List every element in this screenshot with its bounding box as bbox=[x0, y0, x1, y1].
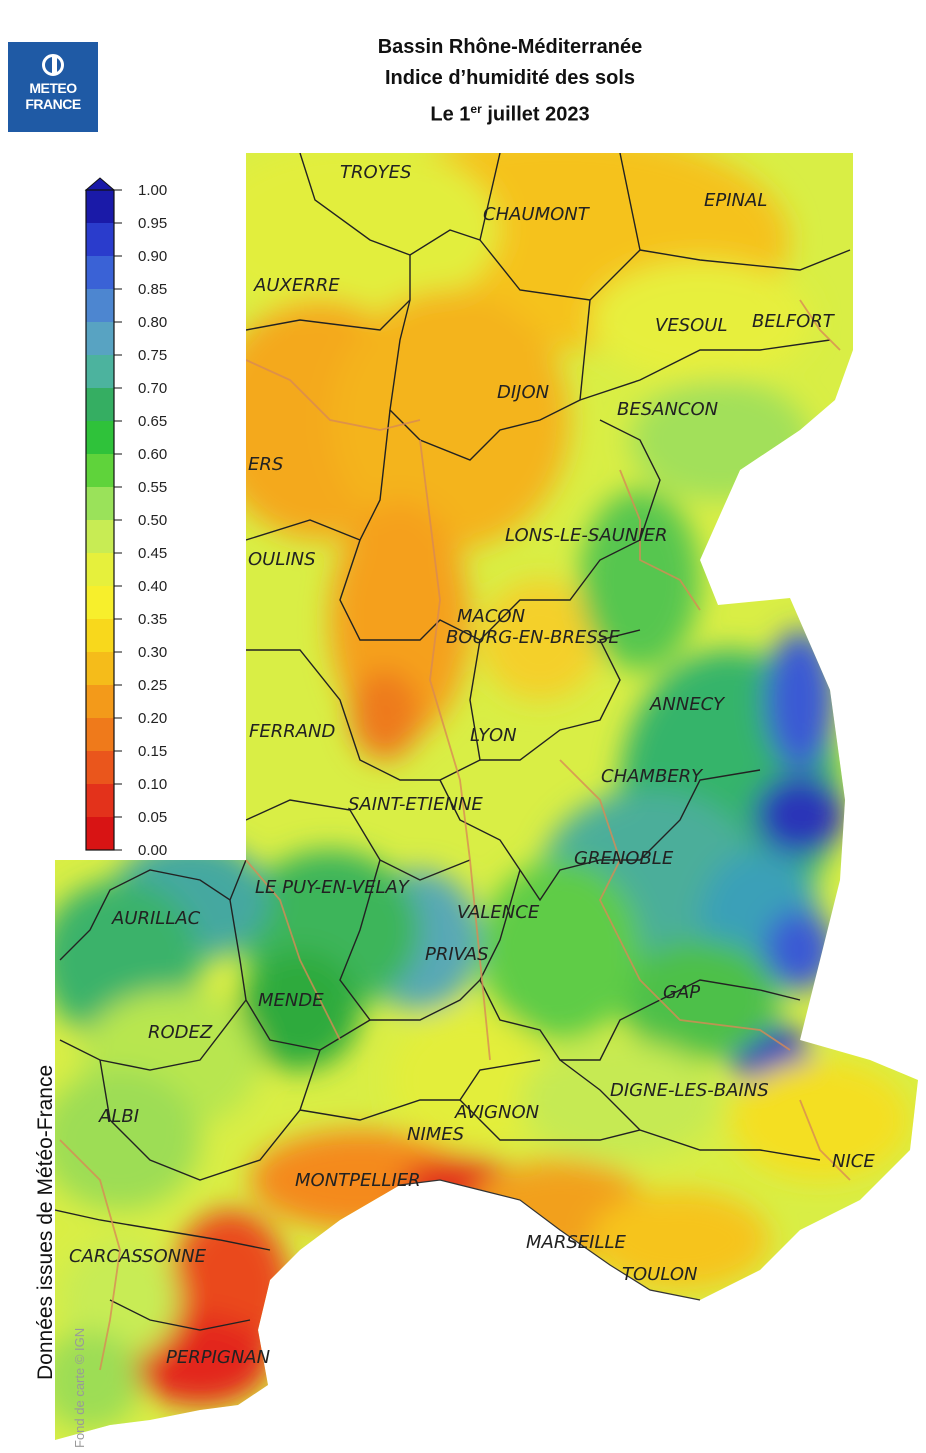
city-label: BOURG-EN-BRESSE bbox=[446, 627, 620, 648]
city-label: CHAUMONT bbox=[483, 204, 591, 225]
coastline bbox=[399, 1179, 701, 1301]
colorbar-tick-label: 0.55 bbox=[138, 479, 167, 496]
city-label: ANNECY bbox=[649, 694, 726, 715]
city-label: LYON bbox=[470, 725, 517, 746]
city-label: VESOUL bbox=[655, 315, 727, 336]
city-label: CARCASSONNE bbox=[69, 1246, 207, 1267]
city-label: ALBI bbox=[98, 1106, 139, 1127]
data-source-note: Données issues de Météo-France bbox=[34, 1064, 57, 1380]
meteo-france-logo: METEO FRANCE bbox=[8, 42, 98, 132]
department-borders bbox=[55, 153, 851, 1331]
colorbar-tick-label: 0.75 bbox=[138, 347, 167, 364]
title-line-3: Le 1er juillet 2023 bbox=[300, 94, 720, 131]
city-label: DIJON bbox=[497, 382, 549, 403]
city-label: AURILLAC bbox=[111, 908, 201, 929]
colorbar-swatch bbox=[86, 751, 114, 785]
colorbar: 1.00 0.95 0.90 0.85 0.80 0.75 0.70 0.65 0.60 0.55… bbox=[84, 177, 167, 859]
colorbar-swatch bbox=[86, 685, 114, 719]
basemap-credit: Fond de carte © IGN bbox=[72, 1327, 87, 1448]
city-label: MONTPELLIER bbox=[295, 1170, 421, 1191]
city-label: RODEZ bbox=[148, 1022, 213, 1043]
colorbar-tick-label: 0.10 bbox=[138, 776, 167, 793]
city-label: TROYES bbox=[340, 162, 411, 183]
city-label: VALENCE bbox=[457, 902, 540, 923]
city-label: OULINS bbox=[248, 549, 316, 570]
colorbar-tick-label: 0.35 bbox=[138, 611, 167, 628]
colorbar-tick-label: 0.20 bbox=[138, 710, 167, 727]
colorbar-swatch bbox=[86, 256, 114, 290]
colorbar-swatch bbox=[86, 718, 114, 752]
colorbar-tick-label: 0.30 bbox=[138, 644, 167, 661]
colorbar-swatch bbox=[86, 619, 114, 653]
city-label: EPINAL bbox=[704, 190, 767, 211]
city-label: ERS bbox=[248, 454, 283, 475]
colorbar-tick-label: 0.95 bbox=[138, 215, 167, 232]
colorbar-swatch bbox=[86, 454, 114, 488]
city-label: LE PUY-EN-VELAY bbox=[255, 877, 411, 898]
city-label: MARSEILLE bbox=[526, 1232, 627, 1253]
colorbar-tick-label: 0.05 bbox=[138, 809, 167, 826]
city-label: GRENOBLE bbox=[574, 848, 674, 869]
colorbar-tick-label: 0.65 bbox=[138, 413, 167, 430]
meteo-france-logo-mark bbox=[42, 54, 64, 76]
colorbar-tick-label: 0.45 bbox=[138, 545, 167, 562]
colorbar-tick-label: 0.85 bbox=[138, 281, 167, 298]
city-label: AVIGNON bbox=[454, 1102, 539, 1123]
colorbar-tick-label: 0.25 bbox=[138, 677, 167, 694]
city-label: SAINT-ETIENNE bbox=[348, 794, 483, 815]
colorbar-swatches bbox=[86, 190, 114, 851]
colorbar-tick-label: 0.40 bbox=[138, 578, 167, 595]
colorbar-swatch bbox=[86, 817, 114, 851]
city-label: NICE bbox=[832, 1151, 875, 1172]
colorbar-swatch bbox=[86, 421, 114, 455]
colorbar-swatch bbox=[86, 223, 114, 257]
city-label: TOULON bbox=[622, 1264, 697, 1285]
city-label: MENDE bbox=[258, 990, 324, 1011]
logo-line-2: FRANCE bbox=[25, 96, 81, 112]
colorbar-tick-label: 0.60 bbox=[138, 446, 167, 463]
colorbar-ticks: 1.00 0.95 0.90 0.85 0.80 0.75 0.70 0.65 0.60 0.55… bbox=[114, 182, 167, 859]
colorbar-swatch bbox=[86, 190, 114, 224]
colorbar-swatch bbox=[86, 289, 114, 323]
map-title: Bassin Rhône-Méditerranée Indice d’humid… bbox=[300, 32, 720, 131]
title-line-2: Indice d’humidité des sols bbox=[384, 67, 636, 89]
city-label: LONS-LE-SAUNIER bbox=[505, 525, 668, 546]
colorbar-swatch bbox=[86, 322, 114, 356]
region-borders bbox=[59, 299, 851, 1371]
title-date-prefix: Le 1 bbox=[430, 103, 471, 126]
city-label: FERRAND bbox=[249, 721, 335, 742]
colorbar-swatch bbox=[86, 784, 114, 818]
city-label: BESANCON bbox=[617, 399, 718, 420]
logo-line-1: METEO bbox=[29, 80, 77, 96]
colorbar-swatch bbox=[86, 487, 114, 521]
city-label: MACON bbox=[457, 606, 525, 627]
colorbar-swatch bbox=[86, 388, 114, 422]
colorbar-tick-label: 0.00 bbox=[138, 842, 167, 859]
colorbar-tick-label: 0.90 bbox=[138, 248, 167, 265]
colorbar-swatch bbox=[86, 520, 114, 554]
colorbar-tick-label: 0.50 bbox=[138, 512, 167, 529]
city-label: NIMES bbox=[407, 1124, 464, 1145]
colorbar-tick-label: 0.80 bbox=[138, 314, 167, 331]
colorbar-tick-label: 1.00 bbox=[138, 182, 167, 199]
colorbar-max-arrow bbox=[84, 177, 116, 191]
colorbar-tick-label: 0.15 bbox=[138, 743, 167, 760]
colorbar-swatch bbox=[86, 553, 114, 587]
colorbar-swatch bbox=[86, 355, 114, 389]
city-label: CHAMBERY bbox=[601, 766, 704, 787]
title-line-1: Bassin Rhône-Méditerranée bbox=[377, 36, 643, 58]
city-label: GAP bbox=[663, 982, 700, 1003]
title-date-suffix: juillet 2023 bbox=[481, 103, 590, 126]
colorbar-tick-label: 0.70 bbox=[138, 380, 167, 397]
title-date-sup: er bbox=[470, 102, 482, 116]
colorbar-swatch bbox=[86, 586, 114, 620]
city-labels: TROYES CHAUMONT EPINAL AUXERRE VESOUL BELFORT… bbox=[69, 162, 875, 1368]
city-label: PERPIGNAN bbox=[166, 1347, 270, 1368]
city-label: BELFORT bbox=[752, 311, 836, 332]
colorbar-swatch bbox=[86, 652, 114, 686]
city-label: PRIVAS bbox=[425, 944, 489, 965]
city-label: AUXERRE bbox=[253, 275, 340, 296]
city-label: DIGNE-LES-BAINS bbox=[610, 1080, 769, 1101]
